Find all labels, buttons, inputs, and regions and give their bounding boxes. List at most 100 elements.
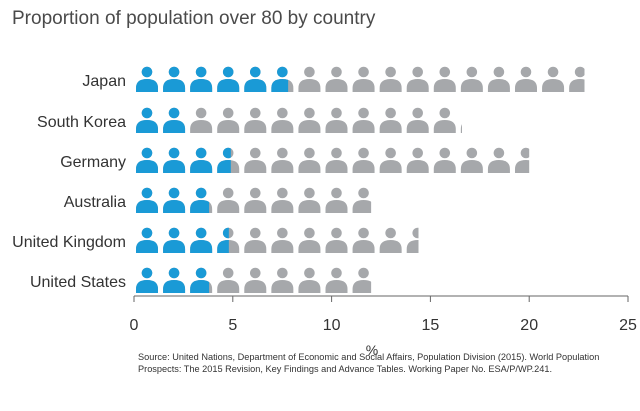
person-icon-highlight xyxy=(136,227,158,253)
person-icon xyxy=(298,227,321,253)
person-icon xyxy=(514,147,530,173)
person-icon xyxy=(352,227,375,253)
person-icon xyxy=(325,66,348,92)
x-tick-label: 20 xyxy=(520,317,538,334)
person-icon xyxy=(298,187,321,213)
person-icon xyxy=(460,66,483,92)
person-icon-highlight xyxy=(190,66,213,92)
x-tick-label: 5 xyxy=(228,317,237,334)
person-icon-highlight xyxy=(461,108,483,133)
person-icon-highlight xyxy=(190,147,213,173)
person-icon xyxy=(217,107,240,133)
person-icon-highlight xyxy=(190,267,210,293)
person-icon-highlight xyxy=(136,187,158,213)
person-icon xyxy=(271,227,294,253)
x-axis: 0 5 10 15 20 25% xyxy=(130,295,637,358)
person-icon-highlight xyxy=(163,267,186,293)
person-icon xyxy=(487,147,510,173)
person-icon xyxy=(542,66,565,92)
person-icon xyxy=(271,267,294,293)
person-icon xyxy=(406,107,429,133)
person-icon xyxy=(190,107,213,133)
person-icon-highlight xyxy=(136,267,158,293)
person-icon xyxy=(433,147,456,173)
person-icon xyxy=(406,227,419,253)
person-icon-highlight xyxy=(217,147,231,173)
bar-base xyxy=(136,107,463,133)
person-icon xyxy=(352,66,375,92)
person-icon xyxy=(217,187,240,213)
person-icon xyxy=(244,267,267,293)
person-icon-highlight xyxy=(190,187,210,213)
x-tick-label: 25 xyxy=(619,317,637,334)
bar-highlight xyxy=(136,107,483,133)
person-icon xyxy=(325,107,348,133)
person-icon xyxy=(352,107,375,133)
person-icon xyxy=(271,187,294,213)
person-icon xyxy=(325,227,348,253)
person-icon xyxy=(406,66,429,92)
person-icon xyxy=(379,66,402,92)
person-icon xyxy=(487,66,510,92)
bar-highlight xyxy=(136,66,289,92)
person-icon xyxy=(352,147,375,173)
person-icon-highlight xyxy=(217,66,240,92)
person-icon-highlight xyxy=(163,66,186,92)
person-icon xyxy=(460,147,483,173)
chart-title: Proportion of population over 80 by coun… xyxy=(12,8,376,29)
row-label: Germany xyxy=(60,154,126,171)
x-tick-label: 15 xyxy=(422,317,440,334)
person-icon-highlight xyxy=(136,107,158,133)
bar-highlight xyxy=(136,267,210,293)
person-icon xyxy=(217,267,240,293)
person-icon-highlight xyxy=(163,227,186,253)
person-icon-highlight xyxy=(163,187,186,213)
person-icon xyxy=(244,107,267,133)
person-icon xyxy=(433,107,456,133)
x-axis-label: % xyxy=(366,342,378,358)
person-icon xyxy=(244,187,267,213)
bar-highlight xyxy=(136,147,231,173)
person-icon xyxy=(325,187,348,213)
person-icon xyxy=(514,66,537,92)
chart-rows: Japan South Korea Germany Australia United K… xyxy=(12,66,585,293)
person-icon xyxy=(379,227,402,253)
person-icon xyxy=(244,147,267,173)
person-icon xyxy=(298,107,321,133)
bar-highlight xyxy=(136,187,210,213)
row-label: South Korea xyxy=(37,114,126,131)
x-tick-label: 0 xyxy=(130,317,139,334)
person-icon xyxy=(433,66,456,92)
person-icon-highlight xyxy=(163,147,186,173)
bar-highlight xyxy=(136,227,229,253)
person-icon-highlight xyxy=(163,107,186,133)
person-icon-highlight xyxy=(271,66,289,92)
person-icon xyxy=(244,227,267,253)
person-icon xyxy=(352,267,372,293)
person-icon xyxy=(325,147,348,173)
person-icon xyxy=(406,147,429,173)
person-icon xyxy=(271,147,294,173)
row-label: United States xyxy=(30,274,126,291)
person-icon xyxy=(460,124,463,133)
x-tick-label: 10 xyxy=(323,317,341,334)
person-icon-highlight xyxy=(136,147,158,173)
person-icon-highlight xyxy=(217,227,229,253)
person-icon xyxy=(379,107,402,133)
person-icon-highlight xyxy=(244,66,267,92)
person-icon xyxy=(298,267,321,293)
person-icon xyxy=(298,66,321,92)
person-icon xyxy=(271,107,294,133)
person-icon-highlight xyxy=(136,66,158,92)
person-icon xyxy=(569,66,585,92)
row-label: Japan xyxy=(82,73,126,90)
source-note: Source: United Nations, Department of Ec… xyxy=(138,352,600,374)
person-icon xyxy=(379,147,402,173)
person-icon xyxy=(352,187,372,213)
person-icon-highlight xyxy=(190,227,213,253)
person-icon xyxy=(298,147,321,173)
row-label: United Kingdom xyxy=(12,234,126,251)
row-label: Australia xyxy=(64,194,126,211)
person-icon xyxy=(325,267,348,293)
